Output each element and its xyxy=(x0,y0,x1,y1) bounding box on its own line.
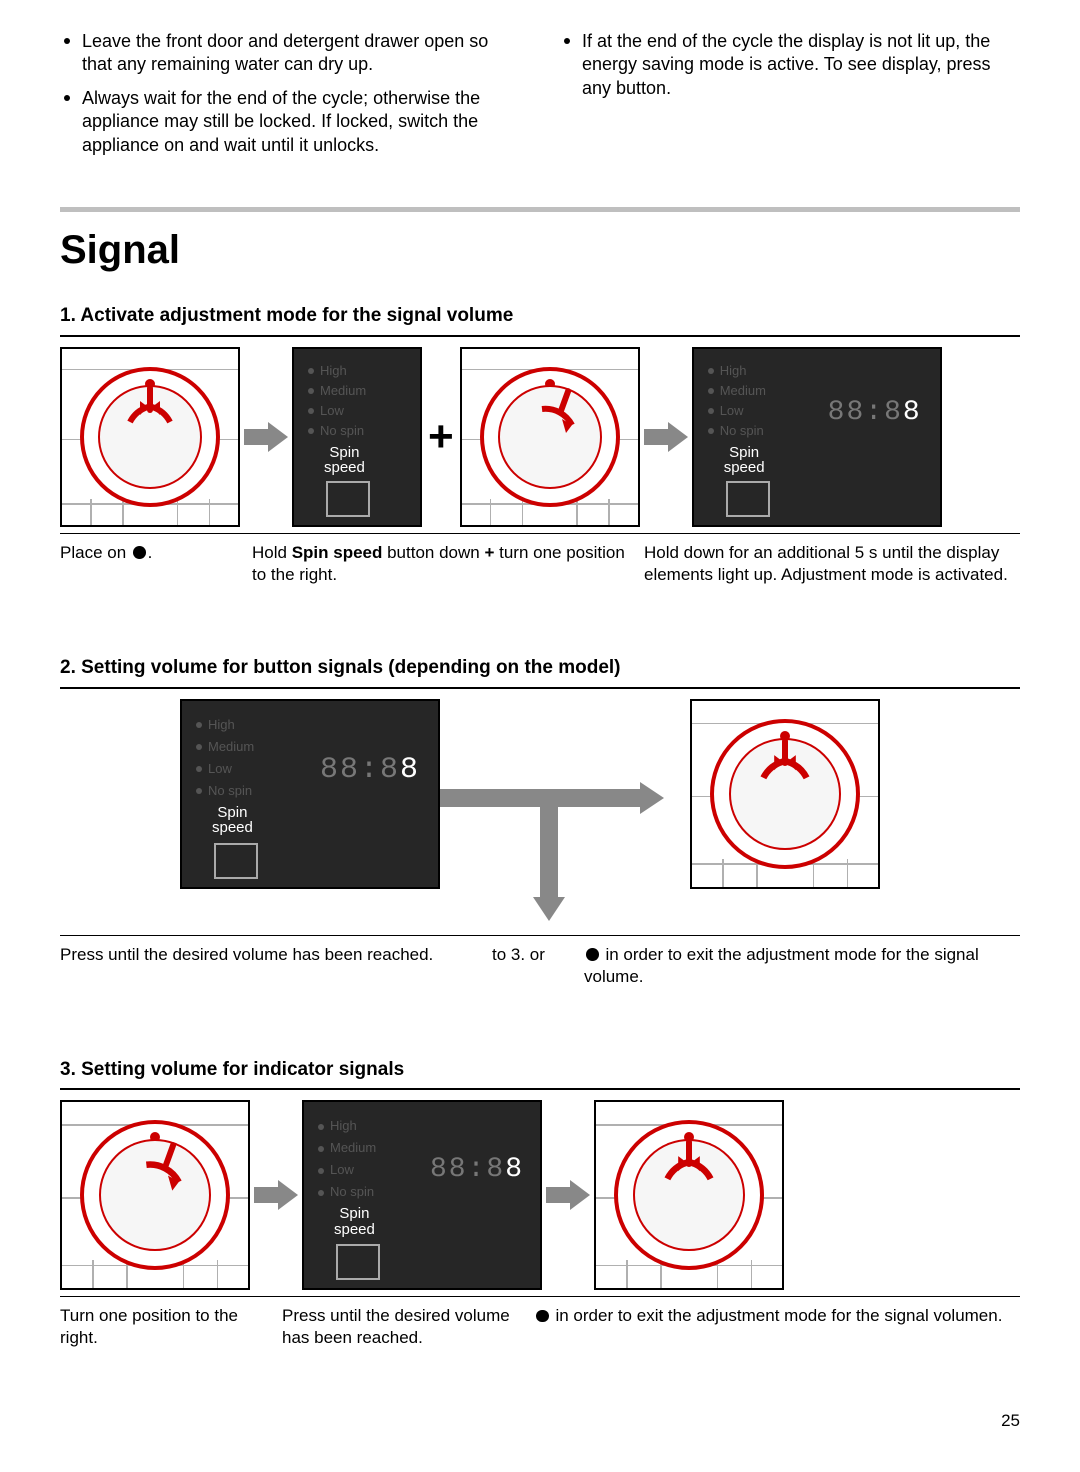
off-dot-icon xyxy=(536,1310,549,1323)
rule xyxy=(60,687,1020,689)
section-title: Signal xyxy=(60,224,1020,276)
page-number: 25 xyxy=(60,1410,1020,1432)
step-2: 2. Setting volume for button signals (de… xyxy=(60,656,1020,988)
rule xyxy=(60,1296,1020,1297)
step-heading: 1. Activate adjustment mode for the sign… xyxy=(60,304,1020,329)
section-divider xyxy=(60,207,1020,212)
rule xyxy=(60,335,1020,337)
rule xyxy=(60,533,1020,534)
display-panel: High Medium Low No spin Spinspeed 88:88 xyxy=(180,699,440,889)
arrow-icon xyxy=(546,1180,590,1210)
intro-tips: Leave the front door and detergent drawe… xyxy=(60,30,1020,167)
dial-panel xyxy=(690,699,880,889)
step3-diagram: High Medium Low No spin Spinspeed 88:88 xyxy=(60,1100,1020,1290)
off-dot-icon xyxy=(586,948,599,961)
off-dot-icon xyxy=(133,546,146,559)
step2-diagram: High Medium Low No spin Spinspeed 88:88 xyxy=(60,699,1020,929)
step-3: 3. Setting volume for indicator signals xyxy=(60,1058,1020,1350)
tip-item: Leave the front door and detergent drawe… xyxy=(60,30,520,77)
plus-icon: + xyxy=(422,408,460,465)
step-heading: 3. Setting volume for indicator signals xyxy=(60,1058,1020,1083)
dial-panel xyxy=(60,347,240,527)
rule xyxy=(60,935,1020,936)
arrow-icon xyxy=(244,422,288,452)
tip-item: Always wait for the end of the cycle; ot… xyxy=(60,87,520,157)
display-panel: High Medium Low No spin Spinspeed xyxy=(292,347,422,527)
step-1: 1. Activate adjustment mode for the sign… xyxy=(60,304,1020,586)
arrow-icon xyxy=(644,422,688,452)
display-panel: High Medium Low No spin Spinspeed 88:88 xyxy=(692,347,942,527)
dial-panel xyxy=(60,1100,250,1290)
step-heading: 2. Setting volume for button signals (de… xyxy=(60,656,1020,681)
arrow-icon xyxy=(254,1180,298,1210)
dial-panel xyxy=(594,1100,784,1290)
step1-captions: Place on . Hold Spin speed button down +… xyxy=(60,542,1020,586)
step3-captions: Turn one position to the right. Press un… xyxy=(60,1305,1020,1349)
step1-diagram: High Medium Low No spin Spinspeed + xyxy=(60,347,1020,527)
dial-panel xyxy=(460,347,640,527)
rule xyxy=(60,1088,1020,1090)
display-panel: High Medium Low No spin Spinspeed 88:88 xyxy=(302,1100,542,1290)
step2-captions: Press until the desired volume has been … xyxy=(60,944,1020,988)
tip-item: If at the end of the cycle the display i… xyxy=(560,30,1020,100)
